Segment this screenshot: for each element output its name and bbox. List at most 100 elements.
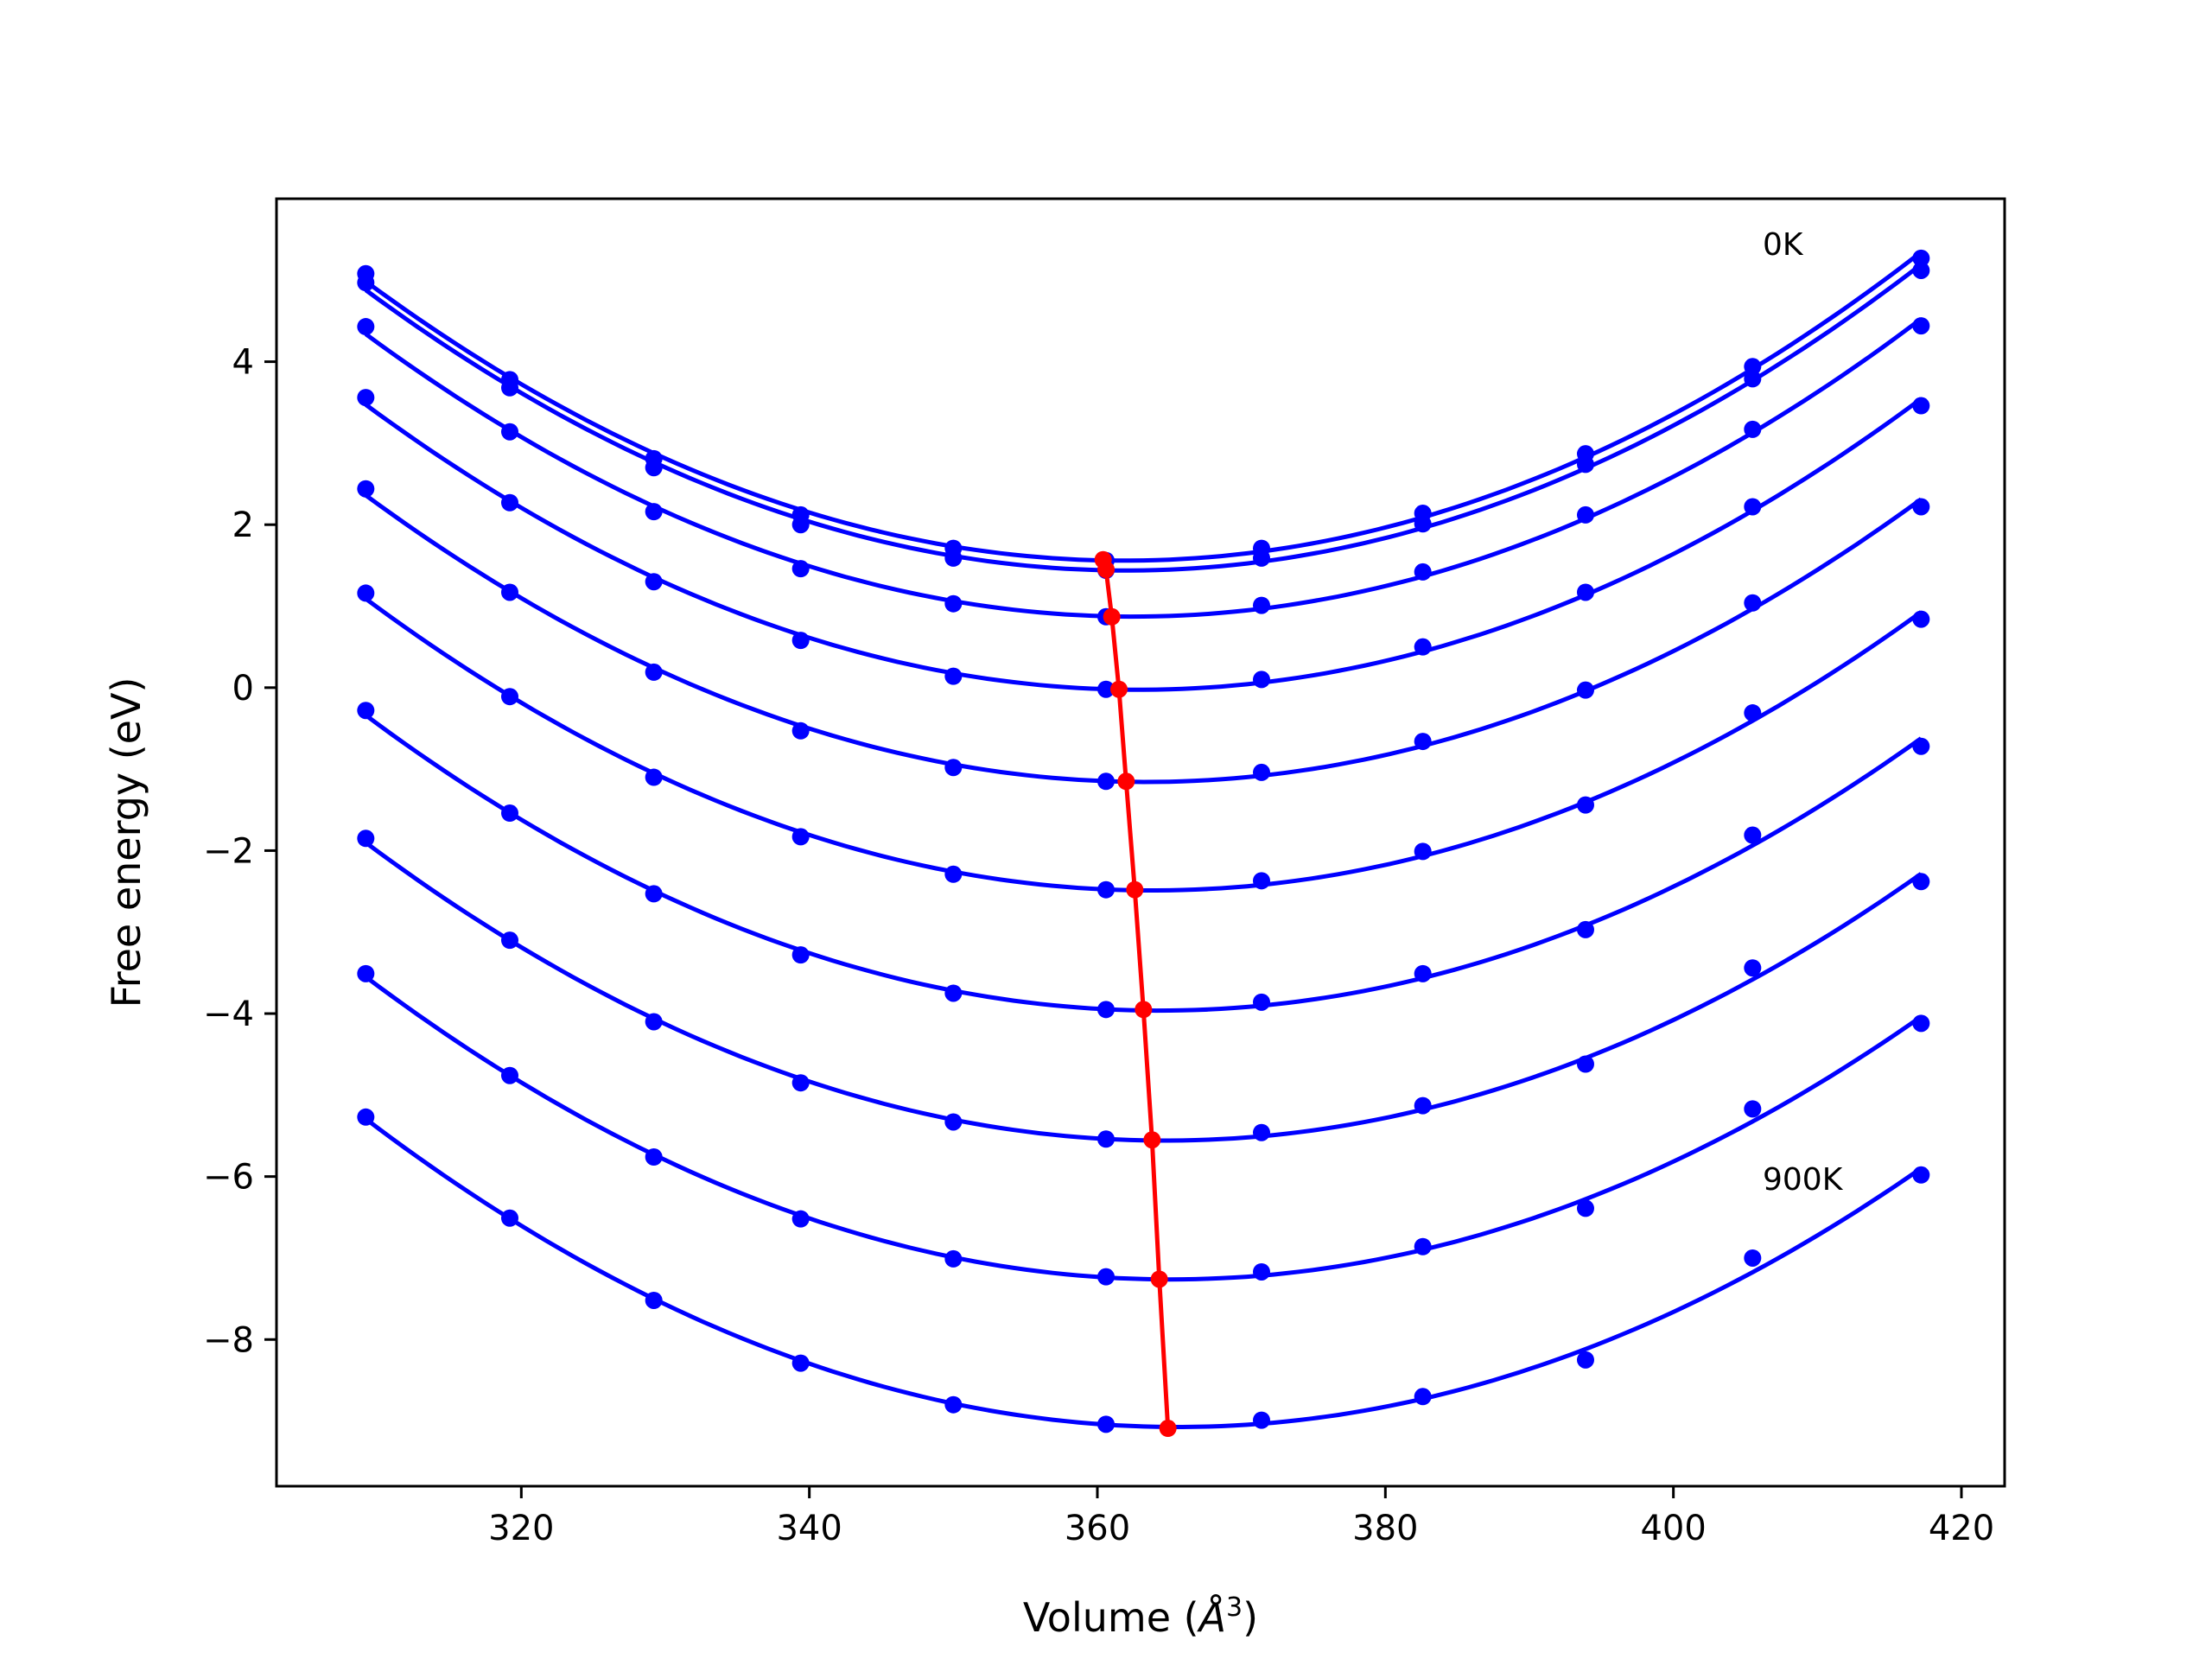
y-axis-label: Free energy (eV) xyxy=(103,677,149,1008)
data-point xyxy=(944,594,963,613)
data-point xyxy=(645,459,663,477)
data-point xyxy=(944,865,963,883)
data-point xyxy=(645,573,663,591)
data-point xyxy=(1253,872,1270,890)
data-point xyxy=(357,480,375,498)
data-point xyxy=(501,493,518,512)
data-point xyxy=(1577,1055,1594,1073)
data-point xyxy=(357,389,375,407)
data-point xyxy=(1912,873,1930,891)
data-point xyxy=(1744,826,1762,844)
data-point xyxy=(1912,610,1930,628)
data-point xyxy=(357,830,375,848)
data-point xyxy=(791,516,810,534)
fit-curve-4 xyxy=(364,493,1923,785)
data-point xyxy=(1744,1100,1762,1118)
fit-curve-1 xyxy=(364,263,1923,573)
data-point xyxy=(645,663,663,681)
minimum-energy-line xyxy=(1094,550,1177,1438)
data-point xyxy=(1577,1351,1594,1369)
y-tick-label: 4 xyxy=(232,343,254,383)
y-tick-label: −2 xyxy=(203,831,254,871)
data-point xyxy=(645,1291,663,1309)
y-axis-ticks: −8 −6 −4 −2 0 2 4 xyxy=(203,343,276,1360)
data-point xyxy=(1912,261,1930,279)
data-point xyxy=(1414,964,1432,982)
data-point xyxy=(944,1395,963,1414)
data-point xyxy=(1912,317,1930,335)
data-point xyxy=(1253,596,1270,614)
data-point xyxy=(791,560,810,578)
data-point xyxy=(1744,594,1762,612)
y-tick-label: 2 xyxy=(232,505,254,545)
x-tick-label: 360 xyxy=(1065,1509,1130,1548)
data-point xyxy=(1577,1199,1594,1217)
x-tick-label: 320 xyxy=(488,1509,554,1548)
annotation-900k: 900K xyxy=(1763,1162,1844,1198)
data-point xyxy=(1414,1388,1432,1406)
fit-curve-7 xyxy=(364,841,1923,1143)
data-point xyxy=(357,274,375,292)
data-point xyxy=(1097,680,1115,698)
data-point xyxy=(1577,796,1594,814)
minimum-point xyxy=(1135,1001,1153,1019)
data-point xyxy=(357,702,375,720)
data-point xyxy=(1253,549,1270,567)
data-point xyxy=(1744,1249,1762,1267)
data-point xyxy=(791,721,810,740)
data-point xyxy=(791,632,810,650)
data-point xyxy=(944,984,963,1002)
data-point xyxy=(1912,249,1930,267)
data-point xyxy=(944,549,963,567)
data-point xyxy=(1097,1001,1115,1019)
data-point xyxy=(645,503,663,521)
data-point xyxy=(645,768,663,786)
data-point xyxy=(501,804,518,823)
y-tick-label: −4 xyxy=(203,995,254,1034)
minimum-point xyxy=(1126,880,1144,899)
data-point xyxy=(1744,370,1762,388)
minimum-point xyxy=(1150,1270,1168,1288)
data-point xyxy=(501,583,518,601)
data-point xyxy=(501,423,518,441)
data-point xyxy=(944,759,963,777)
data-point xyxy=(1577,920,1594,938)
data-point xyxy=(501,688,518,706)
data-point xyxy=(944,1249,963,1268)
x-tick-label: 340 xyxy=(776,1509,842,1548)
data-point xyxy=(1744,358,1762,376)
data-point xyxy=(1253,1123,1270,1141)
data-point xyxy=(1414,638,1432,656)
data-point xyxy=(1912,1014,1930,1033)
minimum-point xyxy=(1159,1420,1177,1438)
data-point xyxy=(357,1108,375,1126)
data-point xyxy=(1253,993,1270,1011)
data-point xyxy=(501,931,518,950)
data-point xyxy=(1097,1130,1115,1148)
fit-curve-2 xyxy=(364,317,1923,620)
x-axis-ticks: 320 340 360 380 400 420 xyxy=(488,1486,1994,1548)
data-point xyxy=(1912,498,1930,516)
data-point xyxy=(1912,737,1930,755)
data-point xyxy=(645,1148,663,1166)
data-point xyxy=(791,946,810,964)
data-point xyxy=(1414,563,1432,581)
data-point xyxy=(1253,671,1270,689)
minimum-point xyxy=(1117,772,1135,791)
data-point xyxy=(1744,704,1762,722)
data-point xyxy=(1414,515,1432,533)
fit-curve-8 xyxy=(364,975,1923,1282)
x-tick-label: 380 xyxy=(1352,1509,1418,1548)
data-point xyxy=(791,1074,810,1092)
minimum-point xyxy=(1110,680,1128,698)
data-point xyxy=(1414,842,1432,861)
data-point xyxy=(1414,733,1432,751)
minimum-point xyxy=(1103,607,1121,626)
minimum-line xyxy=(1101,559,1171,1429)
data-point xyxy=(501,1066,518,1084)
y-tick-label: 0 xyxy=(232,669,254,709)
data-point xyxy=(1912,1166,1930,1184)
y-tick-label: −8 xyxy=(203,1320,254,1360)
